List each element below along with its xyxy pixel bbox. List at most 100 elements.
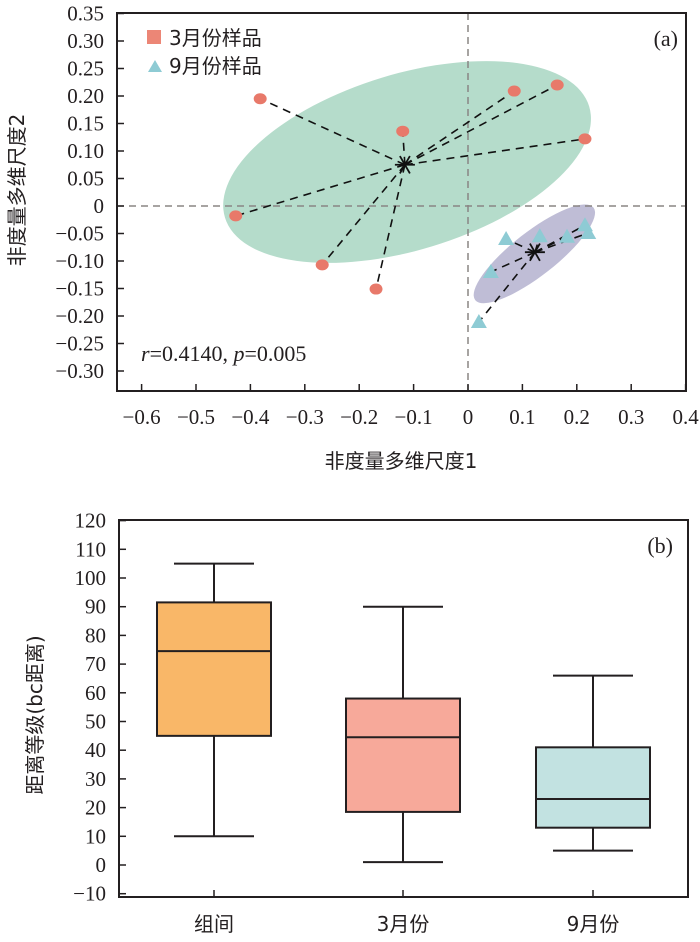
box-2: [345, 605, 461, 864]
category-label: 3月份: [377, 912, 430, 936]
y-tick-label-b: 60: [85, 681, 106, 705]
point-september-6: [482, 264, 499, 278]
centroid-march: [394, 155, 415, 174]
y-tick-label: 0.35: [67, 2, 104, 26]
centroid-stroke: [399, 155, 411, 174]
spoke-line: [375, 164, 406, 290]
data-points: [229, 79, 597, 329]
y-tick-label-b: 110: [75, 537, 106, 561]
y-axis-ticks: 0.35 0.30 0.25 0.20 0.15 0.10 0.05 0 −0.05 −0.10 −…: [55, 2, 124, 383]
point-march-7: [550, 79, 564, 91]
x-axis-title-a: 非度量多维尺度1: [325, 449, 478, 473]
centroid-september: [524, 243, 545, 262]
y-tick-label-b: 0: [96, 853, 107, 877]
legend-label-september: 9月份样品: [169, 54, 262, 78]
point-march-8: [578, 133, 592, 145]
r-value: =0.4140,: [150, 341, 234, 366]
panel-a-nmds-plot: −0.6 −0.5 −0.4 −0.3 −0.2 −0.1 0 0.1 0.2 0.3 0.4 0.…: [5, 2, 699, 474]
y-tick-label-b: 50: [85, 710, 106, 734]
point-september-5: [580, 224, 597, 239]
x-tick-label: 0.2: [564, 405, 590, 429]
panel-label-b: (b): [647, 533, 673, 558]
y-tick-label: 0.25: [67, 57, 104, 81]
y-tick-label-b: 120: [75, 509, 107, 533]
y-tick-label-b: 70: [85, 652, 106, 676]
y-tick-label: 0.30: [67, 29, 104, 53]
x-tick-label: 0.4: [672, 405, 699, 429]
x-tick-label: −0.1: [395, 405, 433, 429]
y-tick-label-b: 80: [85, 623, 106, 647]
r-label: r: [141, 341, 150, 366]
x-tick-label: −0.5: [177, 405, 215, 429]
point-september-7: [470, 314, 487, 329]
y-tick-label-b: 40: [85, 738, 106, 762]
point-september-2: [531, 228, 548, 243]
category-label: 组间: [194, 912, 234, 936]
legend-marker-square: [147, 30, 161, 44]
reference-lines: [117, 13, 686, 391]
y-tick-label: −0.25: [55, 332, 104, 356]
box-1: [156, 562, 272, 838]
y-tick-label: 0.10: [67, 139, 104, 163]
box-3: [535, 674, 651, 852]
y-tick-label: −0.20: [55, 304, 104, 328]
y-axis-title-a: 非度量多维尺度2: [5, 114, 29, 267]
y-tick-label: −0.10: [55, 249, 104, 273]
point-september-1: [498, 231, 515, 245]
spoke-line: [505, 238, 536, 253]
spoke-line: [534, 224, 586, 253]
point-september-3: [559, 228, 576, 243]
p-label: p: [231, 341, 244, 366]
y-tick-label: 0: [94, 194, 105, 218]
y-axis-title-b: 距离等级(bc距离): [23, 635, 47, 794]
centroid-spokes: [235, 84, 589, 323]
y-tick-label-b: 20: [85, 796, 106, 820]
y-tick-label-b: −10: [73, 882, 106, 906]
spoke-line: [321, 164, 406, 266]
legend-marker-triangle: [148, 60, 162, 72]
legend-label-march: 3月份样品: [169, 26, 262, 50]
legend: 3月份样品 9月份样品: [147, 26, 262, 78]
boxes: [156, 562, 651, 864]
panel-label-a: (a): [654, 26, 678, 51]
y-tick-label-b: 90: [85, 595, 106, 619]
y-tick-label: −0.15: [55, 277, 104, 301]
spoke-line: [404, 84, 558, 166]
x-tick-label: 0: [463, 405, 474, 429]
spoke-line: [401, 131, 406, 165]
y-tick-label: −0.30: [55, 359, 104, 383]
point-march-2: [229, 210, 243, 222]
y-tick-label: −0.05: [55, 222, 104, 246]
point-march-5: [396, 125, 410, 137]
x-tick-label: 0.3: [618, 405, 644, 429]
centroids: [394, 155, 545, 262]
box-iqr: [345, 697, 461, 813]
centroid-stroke: [529, 243, 541, 262]
spoke-line: [404, 138, 586, 166]
x-tick-label: −0.2: [340, 405, 378, 429]
p-value: =0.005: [244, 341, 306, 366]
point-march-6: [507, 85, 521, 97]
spoke-line: [259, 98, 406, 166]
x-tick-label: −0.3: [286, 405, 324, 429]
category-label: 9月份: [567, 912, 620, 936]
y-tick-label-b: 100: [75, 566, 107, 590]
stat-annotation: r=0.4140, p=0.005: [141, 341, 306, 366]
x-tick-label: 0.1: [509, 405, 535, 429]
box-iqr: [535, 746, 651, 829]
plot-frame-a: [116, 12, 687, 392]
x-axis-ticks: −0.6 −0.5 −0.4 −0.3 −0.2 −0.1 0 0.1 0.2 0.3 0.4: [123, 384, 699, 429]
x-axis-ticks-b: 组间 3月份 9月份: [194, 890, 619, 936]
y-tick-label-b: 10: [85, 824, 106, 848]
y-tick-label: 0.15: [67, 112, 104, 136]
x-tick-label: −0.6: [123, 405, 161, 429]
point-march-4: [369, 283, 383, 295]
spoke-line: [235, 163, 406, 217]
point-march-1: [253, 93, 267, 105]
spoke-line: [478, 251, 536, 323]
point-march-3: [315, 259, 329, 271]
x-tick-label: −0.4: [231, 405, 270, 429]
